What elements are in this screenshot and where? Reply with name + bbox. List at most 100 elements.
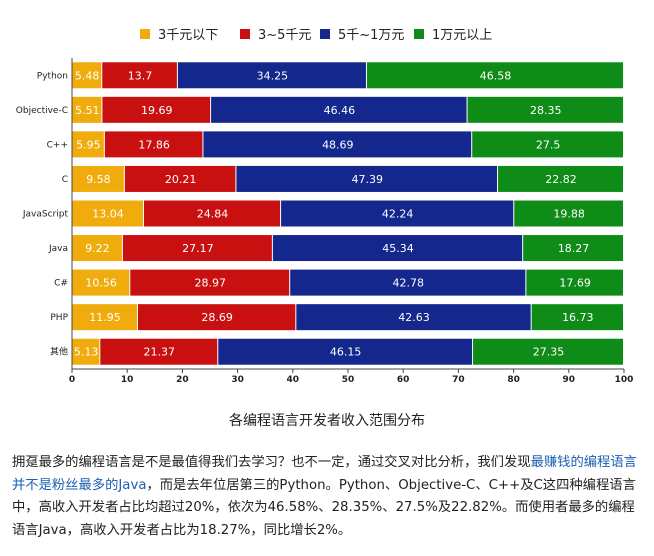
data-label: 13.7 <box>128 69 153 82</box>
category-label: JavaScript <box>22 210 69 220</box>
x-tick-label: 80 <box>507 375 520 385</box>
bar-segment <box>130 269 290 296</box>
data-label: 18.27 <box>558 242 590 255</box>
bar-segment <box>526 269 623 296</box>
data-label: 34.25 <box>257 69 289 82</box>
data-label: 28.97 <box>194 277 226 290</box>
legend-swatch <box>320 29 330 39</box>
bar-segment <box>102 96 211 123</box>
bar-segment <box>514 200 623 227</box>
data-label: 11.95 <box>89 311 121 324</box>
x-tick-label: 40 <box>287 375 300 385</box>
legend-label: 5千~1万元 <box>338 28 404 43</box>
legend-label: 3千元以下 <box>158 28 218 43</box>
category-label: Objective-C <box>16 106 68 116</box>
x-tick-label: 100 <box>615 375 634 385</box>
bar-segment <box>137 304 296 331</box>
x-tick-label: 70 <box>452 375 465 385</box>
data-label: 9.22 <box>85 242 110 255</box>
legend-swatch <box>240 29 250 39</box>
category-label: PHP <box>50 313 68 323</box>
bar-segment <box>236 165 498 192</box>
bar-segment <box>467 96 624 123</box>
bar-segment <box>211 96 467 123</box>
data-label: 42.63 <box>398 311 430 324</box>
data-label: 42.24 <box>382 208 414 221</box>
bar-segment <box>531 304 623 331</box>
bar-segment <box>281 200 514 227</box>
bar-segment <box>102 62 177 89</box>
bar-segment <box>72 96 102 123</box>
bar-segment <box>72 235 122 262</box>
bar-segment <box>124 165 236 192</box>
bar-segment <box>72 200 143 227</box>
data-label: 27.5 <box>536 138 561 151</box>
data-label: 5.95 <box>76 138 101 151</box>
data-label: 19.69 <box>141 104 173 117</box>
chart-caption: 各编程语言开发者收入范围分布 <box>229 413 425 429</box>
legend-label: 3~5千元 <box>258 28 311 43</box>
bar-segment <box>272 235 523 262</box>
x-tick-label: 90 <box>563 375 576 385</box>
data-label: 27.35 <box>533 346 565 359</box>
bar-segment <box>218 338 473 365</box>
legend-swatch <box>140 29 150 39</box>
bar-segment <box>72 131 104 158</box>
x-tick-label: 20 <box>176 375 189 385</box>
bar-segment <box>498 165 623 192</box>
data-label: 45.34 <box>382 242 414 255</box>
data-label: 20.21 <box>165 173 197 186</box>
bar-segment <box>473 338 623 365</box>
bar-segment <box>472 131 623 158</box>
data-label: 28.69 <box>201 311 233 324</box>
paragraph-link[interactable]: 最赚钱的编程语言并不是粉丝最多的Java <box>12 455 637 493</box>
x-tick-label: 0 <box>69 375 75 385</box>
data-label: 42.78 <box>393 277 425 290</box>
data-label: 9.58 <box>86 173 111 186</box>
bar-segment <box>177 62 366 89</box>
data-label: 48.69 <box>322 138 354 151</box>
data-label: 17.69 <box>559 277 591 290</box>
legend-swatch <box>414 29 424 39</box>
bar-segment <box>122 235 272 262</box>
category-label: C <box>62 175 68 185</box>
category-label: Python <box>37 71 68 81</box>
article-paragraph: 拥趸最多的编程语言是不是最值得我们去学习？也不一定，通过交叉对比分析，我们发现最… <box>12 452 638 542</box>
data-label: 22.82 <box>545 173 577 186</box>
bar-segment <box>104 131 203 158</box>
data-label: 5.13 <box>74 346 99 359</box>
bar-segment <box>72 165 124 192</box>
x-tick-label: 60 <box>397 375 410 385</box>
category-label: C++ <box>47 140 68 150</box>
data-label: 27.17 <box>182 242 214 255</box>
x-tick-label: 50 <box>342 375 355 385</box>
bar-segment <box>72 338 100 365</box>
bar-segment <box>72 62 102 89</box>
data-label: 17.86 <box>138 138 170 151</box>
data-label: 10.56 <box>85 277 117 290</box>
data-label: 46.46 <box>324 104 356 117</box>
x-tick-label: 30 <box>231 375 244 385</box>
category-label: Java <box>48 244 68 254</box>
data-label: 5.51 <box>75 104 100 117</box>
bar-segment <box>143 200 281 227</box>
data-label: 46.15 <box>330 346 362 359</box>
bar-segment <box>523 235 623 262</box>
category-label: C# <box>54 279 68 289</box>
bar-segment <box>366 62 624 89</box>
bar-segment <box>100 338 218 365</box>
bar-segment <box>296 304 531 331</box>
data-label: 5.48 <box>75 69 100 82</box>
data-label: 16.73 <box>562 311 594 324</box>
bar-segment <box>72 269 130 296</box>
data-label: 19.88 <box>553 208 585 221</box>
data-label: 13.04 <box>92 208 124 221</box>
bar-segment <box>203 131 472 158</box>
paragraph-text-1: 拥趸最多的编程语言是不是最值得我们去学习？也不一定，通过交叉对比分析，我们发现 <box>12 455 531 470</box>
stacked-bar-chart: 3千元以下 3~5千元 5千~1万元 1万元以上 5.48 13.7 34.25 46.58 P… <box>16 28 634 385</box>
data-label: 47.39 <box>351 173 383 186</box>
x-tick-label: 10 <box>121 375 134 385</box>
bar-segment <box>290 269 526 296</box>
data-label: 24.84 <box>197 208 229 221</box>
data-label: 28.35 <box>530 104 562 117</box>
